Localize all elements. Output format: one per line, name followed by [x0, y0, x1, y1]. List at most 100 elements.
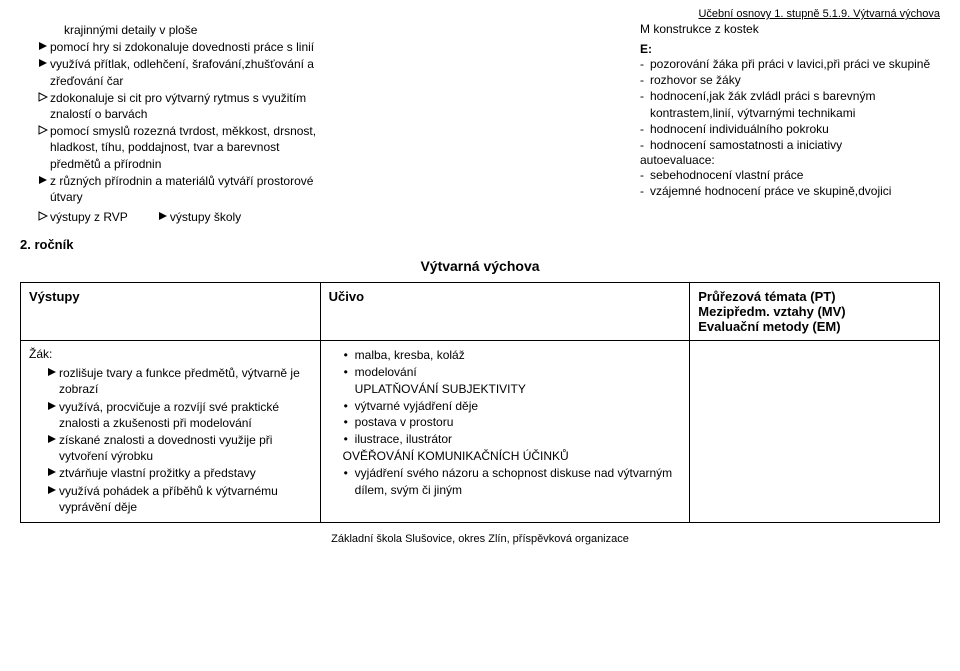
pt-line2: Mezipředm. vztahy (MV): [698, 304, 845, 319]
zak-label: Žák:: [29, 347, 312, 361]
dash-text: pozorování žáka při práci v lavici,při p…: [650, 56, 940, 72]
list-item: krajinnými detaily v ploše: [38, 22, 320, 38]
list-item-text: ztvárňuje vlastní prožitky a představy: [59, 465, 312, 481]
dot-item: •ilustrace, ilustrátor: [337, 431, 682, 448]
list-item: pomocí hry si zdokonaluje dovednosti prá…: [38, 39, 320, 55]
dash-text: hodnocení,jak žák zvládl práci s barevný…: [650, 88, 940, 120]
triangle-right-outline-icon: [38, 211, 50, 221]
bullet-dot-icon: •: [337, 398, 355, 415]
triangle-right-solid-icon: [47, 434, 59, 444]
dash-icon: -: [640, 72, 650, 88]
ucivo-heading-1: UPLATŇOVÁNÍ SUBJEKTIVITY: [329, 381, 682, 398]
right-dash-list: -pozorování žáka při práci v lavici,při …: [640, 56, 940, 153]
bullet-dot-icon: •: [337, 364, 355, 381]
dot-item: •postava v prostoru: [337, 414, 682, 431]
dash-text: sebehodnocení vlastní práce: [650, 167, 940, 183]
e-label: E:: [640, 42, 940, 56]
cell-ucivo: •malba, kresba, koláž•modelování UPLATŇO…: [320, 341, 690, 523]
dot-text: ilustrace, ilustrátor: [355, 431, 682, 448]
autoeval-label: autoevaluace:: [640, 153, 940, 167]
school-outputs: výstupy školy: [158, 209, 241, 225]
page-header-right: Učební osnovy 1. stupně 5.1.9. Výtvarná …: [20, 8, 940, 20]
dash-item: -vzájemné hodnocení práce ve skupině,dvo…: [640, 183, 940, 199]
school-label: výstupy školy: [170, 209, 241, 225]
triangle-right-outline-icon: [38, 92, 50, 102]
vystupy-list: rozlišuje tvary a funkce předmětů, výtva…: [29, 365, 312, 515]
triangle-right-solid-icon: [158, 211, 170, 221]
grade-label: 2. ročník: [20, 237, 940, 252]
dash-icon: -: [640, 167, 650, 183]
dash-item: -sebehodnocení vlastní práce: [640, 167, 940, 183]
dash-item: -pozorování žáka při práci v lavici,při …: [640, 56, 940, 72]
pt-line1: Průřezová témata (PT): [698, 289, 835, 304]
dash-text: hodnocení individuálního pokroku: [650, 121, 940, 137]
list-item-text: zdokonaluje si cit pro výtvarný rytmus s…: [50, 90, 320, 122]
dot-text: modelování: [355, 364, 682, 381]
dot-item: •vyjádření svého názoru a schopnost disk…: [337, 465, 682, 499]
top-left-column: krajinnými detaily v plošepomocí hry si …: [20, 22, 320, 225]
list-item: rozlišuje tvary a funkce předmětů, výtva…: [47, 365, 312, 397]
triangle-right-solid-icon: [38, 58, 50, 68]
dash-icon: -: [640, 88, 650, 120]
list-item-text: krajinnými detaily v ploše: [64, 22, 320, 38]
right-e-block: E: -pozorování žáka při práci v lavici,p…: [640, 42, 940, 200]
dash-text: hodnocení samostatnosti a iniciativy: [650, 137, 940, 153]
dot-item: •modelování: [337, 364, 682, 381]
inline-arrow-row: výstupy z RVP výstupy školy: [38, 209, 320, 225]
list-item-text: získané znalosti a dovednosti využije př…: [59, 432, 312, 464]
cell-pt: [690, 341, 940, 523]
subject-title: Výtvarná výchova: [20, 258, 940, 274]
th-ucivo: Učivo: [320, 283, 690, 341]
list-item-text: využívá přítlak, odlehčení, šrafování,zh…: [50, 56, 320, 88]
dash-icon: -: [640, 183, 650, 199]
dot-item: •malba, kresba, koláž: [337, 347, 682, 364]
list-item-text: využívá pohádek a příběhů k výtvarnému v…: [59, 483, 312, 515]
table-header-row: Výstupy Učivo Průřezová témata (PT) Mezi…: [21, 283, 940, 341]
top-section: krajinnými detaily v plošepomocí hry si …: [20, 22, 940, 225]
pt-line3: Evaluační metody (EM): [698, 319, 840, 334]
list-item-text: využívá, procvičuje a rozvíjí své prakti…: [59, 399, 312, 431]
dash-text: rozhovor se žáky: [650, 72, 940, 88]
right-title: M konstrukce z kostek: [640, 22, 940, 36]
dash-item: -hodnocení,jak žák zvládl práci s barevn…: [640, 88, 940, 120]
bullet-dot-icon: •: [337, 414, 355, 431]
triangle-right-solid-icon: [47, 467, 59, 477]
th-pt: Průřezová témata (PT) Mezipředm. vztahy …: [690, 283, 940, 341]
triangle-right-solid-icon: [47, 367, 59, 377]
triangle-right-outline-icon: [38, 125, 50, 135]
dash-icon: -: [640, 56, 650, 72]
footer: Základní škola Slušovice, okres Zlín, př…: [20, 533, 940, 545]
list-item: využívá přítlak, odlehčení, šrafování,zh…: [38, 56, 320, 88]
top-middle-column: [330, 22, 630, 225]
triangle-right-solid-icon: [47, 401, 59, 411]
th-vystupy: Výstupy: [21, 283, 321, 341]
ucivo-block-1: •malba, kresba, koláž•modelování: [329, 347, 682, 381]
list-item: využívá, procvičuje a rozvíjí své prakti…: [47, 399, 312, 431]
dot-item: •výtvarné vyjádření děje: [337, 398, 682, 415]
list-item: využívá pohádek a příběhů k výtvarnému v…: [47, 483, 312, 515]
triangle-right-solid-icon: [38, 41, 50, 51]
list-item-text: pomocí smyslů rozezná tvrdost, měkkost, …: [50, 123, 320, 172]
bullet-dot-icon: •: [337, 431, 355, 448]
right-dash-list-2: -sebehodnocení vlastní práce-vzájemné ho…: [640, 167, 940, 199]
triangle-right-solid-icon: [47, 485, 59, 495]
list-item-text: z různých přírodnin a materiálů vytváří …: [50, 173, 320, 205]
curriculum-table: Výstupy Učivo Průřezová témata (PT) Mezi…: [20, 282, 940, 523]
dot-text: výtvarné vyjádření děje: [355, 398, 682, 415]
rvp-label: výstupy z RVP: [50, 209, 128, 225]
list-item-text: pomocí hry si zdokonaluje dovednosti prá…: [50, 39, 320, 55]
top-left-list: krajinnými detaily v plošepomocí hry si …: [38, 22, 320, 205]
ucivo-block-2: •výtvarné vyjádření děje•postava v prost…: [329, 398, 682, 448]
table-row: Žák: rozlišuje tvary a funkce předmětů, …: [21, 341, 940, 523]
dash-item: -hodnocení samostatnosti a iniciativy: [640, 137, 940, 153]
dot-text: malba, kresba, koláž: [355, 347, 682, 364]
rvp-outputs: výstupy z RVP: [38, 209, 128, 225]
cell-vystupy: Žák: rozlišuje tvary a funkce předmětů, …: [21, 341, 321, 523]
top-right-column: M konstrukce z kostek E: -pozorování žák…: [640, 22, 940, 225]
list-item: z různých přírodnin a materiálů vytváří …: [38, 173, 320, 205]
bullet-dot-icon: •: [337, 347, 355, 364]
triangle-right-solid-icon: [38, 175, 50, 185]
ucivo-block-3: •vyjádření svého názoru a schopnost disk…: [329, 465, 682, 499]
dot-text: postava v prostoru: [355, 414, 682, 431]
list-item: získané znalosti a dovednosti využije př…: [47, 432, 312, 464]
